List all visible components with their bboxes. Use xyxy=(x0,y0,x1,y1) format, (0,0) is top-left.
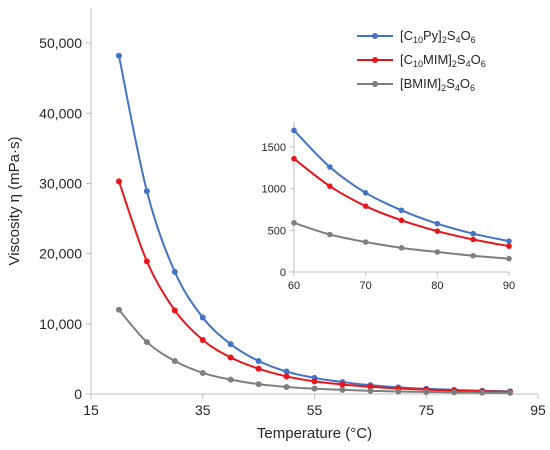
inset-background xyxy=(254,108,524,308)
data-point xyxy=(283,373,290,380)
x-tick-label: 15 xyxy=(83,402,99,418)
legend-entry-1: [C10Py]2S4O6 xyxy=(357,28,476,45)
inset-data-point xyxy=(398,207,405,214)
inset-data-point xyxy=(362,190,369,196)
legend-label-1: [C10Py]2S4O6 xyxy=(400,28,476,45)
inset-data-point xyxy=(291,220,297,226)
data-point xyxy=(143,258,150,265)
inset-data-point xyxy=(362,239,369,245)
data-point xyxy=(507,389,514,396)
data-point xyxy=(115,306,122,313)
inset-data-point xyxy=(398,217,405,224)
inset-data-point xyxy=(362,203,369,209)
inset-chart: 60 70 80 90 0 500 1000 1500 xyxy=(254,108,524,308)
data-point xyxy=(395,388,402,395)
data-point xyxy=(311,385,318,392)
inset-x-tick-label: 80 xyxy=(431,280,443,292)
inset-x-tick-label: 70 xyxy=(360,280,372,292)
data-point xyxy=(255,365,262,372)
inset-data-point xyxy=(291,155,297,162)
data-point xyxy=(199,369,206,376)
data-point xyxy=(227,354,234,361)
inset-data-point xyxy=(434,249,441,255)
inset-data-point xyxy=(470,236,476,243)
data-point xyxy=(115,178,122,185)
data-point xyxy=(255,381,262,388)
legend-label-2: [C10MIM]2S4O6 xyxy=(400,52,486,69)
inset-y-tick-label: 0 xyxy=(280,267,286,279)
legend-entry-2: [C10MIM]2S4O6 xyxy=(357,52,486,69)
main-tick-labels: 15 35 55 75 95 0 10,000 20,000 30,000 40,000 50,00… xyxy=(39,35,546,418)
inset-tick-labels: 60 70 80 90 0 500 1000 1500 xyxy=(262,142,516,292)
data-point xyxy=(367,387,374,394)
legend-marker-3 xyxy=(372,81,378,87)
x-tick-label: 35 xyxy=(195,402,211,418)
inset-data-point xyxy=(398,245,405,251)
data-point xyxy=(451,389,458,396)
inset-x-tick-label: 60 xyxy=(288,280,300,292)
inset-x-tick-label: 90 xyxy=(503,280,515,292)
y-tick-label: 50,000 xyxy=(39,35,82,51)
inset-data-point xyxy=(506,255,512,262)
data-point xyxy=(339,381,346,388)
data-point xyxy=(339,386,346,393)
data-point xyxy=(199,314,206,321)
inset-y-tick-label: 1500 xyxy=(262,142,286,154)
inset-series xyxy=(291,127,512,262)
data-point xyxy=(283,368,290,375)
legend-label-3: [BMIM]2S4O6 xyxy=(400,76,475,93)
legend-marker-1 xyxy=(372,33,378,39)
data-point xyxy=(171,358,178,365)
data-point xyxy=(171,307,178,314)
x-tick-label: 75 xyxy=(418,402,434,418)
data-point xyxy=(115,52,122,59)
inset-data-point xyxy=(327,231,333,238)
legend: [C10Py]2S4O6 [C10MIM]2S4O6 [BMIM]2S4O6 xyxy=(357,28,486,93)
data-point xyxy=(227,341,234,348)
data-point xyxy=(143,188,150,195)
inset-y-tick-label: 1000 xyxy=(262,184,286,196)
x-tick-label: 95 xyxy=(530,402,546,418)
inset-data-point xyxy=(470,230,476,237)
y-tick-label: 10,000 xyxy=(39,316,82,332)
main-series xyxy=(115,52,514,396)
y-tick-label: 20,000 xyxy=(39,246,82,262)
inset-data-point xyxy=(506,243,512,249)
data-point xyxy=(199,336,206,343)
data-point xyxy=(143,339,150,346)
y-tick-label: 30,000 xyxy=(39,175,82,191)
y-axis-title: Viscosity η (mPa·s) xyxy=(6,137,23,266)
inset-data-point xyxy=(327,183,333,189)
inset-data-point xyxy=(434,228,441,234)
inset-data-point xyxy=(291,127,297,134)
data-point xyxy=(423,388,430,395)
legend-marker-2 xyxy=(372,57,378,63)
inset-data-point xyxy=(470,252,476,259)
inset-data-point xyxy=(327,164,333,170)
data-point xyxy=(283,383,290,390)
y-tick-label: 40,000 xyxy=(39,105,82,121)
inset-data-point xyxy=(506,238,512,244)
inset-data-point xyxy=(434,220,441,227)
legend-entry-3: [BMIM]2S4O6 xyxy=(357,76,475,93)
x-axis-title: Temperature (°C) xyxy=(257,425,372,442)
y-tick-label: 0 xyxy=(74,386,82,402)
x-tick-label: 55 xyxy=(307,402,323,418)
data-point xyxy=(171,268,178,275)
inset-y-tick-label: 500 xyxy=(268,225,286,237)
data-point xyxy=(311,378,318,385)
data-point xyxy=(227,376,234,383)
data-point xyxy=(255,358,262,365)
data-point xyxy=(479,389,486,396)
inset-axes xyxy=(254,108,524,308)
